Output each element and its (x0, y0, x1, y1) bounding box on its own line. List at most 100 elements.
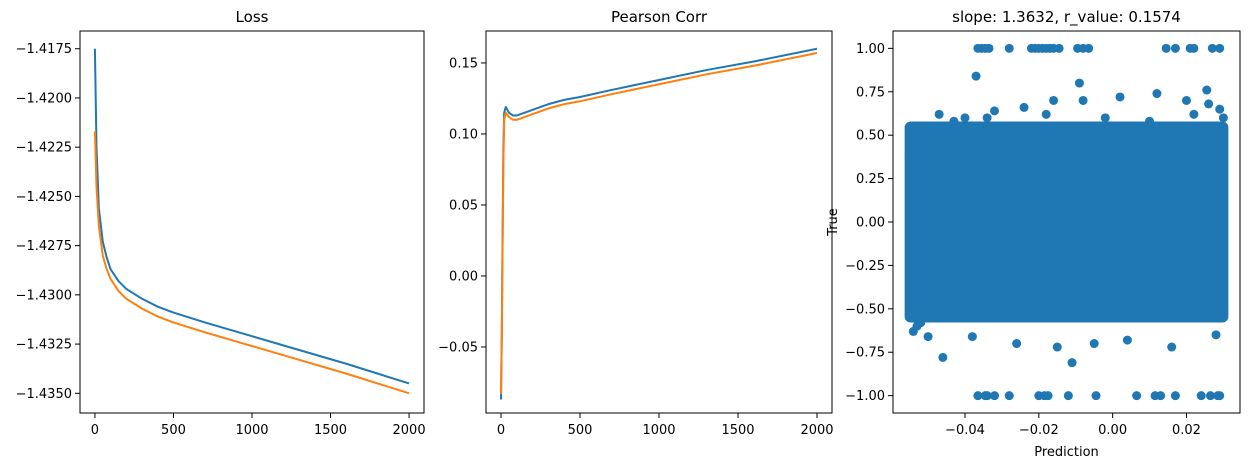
y-tick-label: 0.15 (449, 56, 478, 71)
scatter-point (949, 116, 959, 126)
y-tick-label: 0.00 (449, 269, 478, 284)
y-tick-label: 1.00 (856, 42, 885, 57)
scatter-point (1181, 95, 1191, 105)
y-tick-label: −1.4175 (16, 42, 72, 57)
scatter-point (1004, 391, 1014, 401)
x-tick-label: −0.02 (1019, 423, 1059, 438)
chart-title: Pearson Corr (611, 8, 708, 26)
scatter-point (982, 391, 992, 401)
x-tick-label: 0.02 (1172, 423, 1201, 438)
scatter-point (1122, 335, 1132, 345)
y-tick-label: −1.4275 (16, 239, 72, 254)
x-tick-label: 1500 (721, 423, 754, 438)
y-tick-label: −1.4325 (16, 338, 72, 353)
x-tick-label: 2000 (393, 423, 426, 438)
scatter-point (934, 109, 944, 119)
y-tick-label: −1.00 (845, 389, 885, 404)
scatter-point (1091, 391, 1101, 401)
scatter-point (1205, 391, 1215, 401)
scatter-point (923, 332, 933, 342)
y-tick-label: −1.4225 (16, 141, 72, 156)
scatter-point (1215, 391, 1225, 401)
scatter-point (1084, 43, 1094, 53)
y-axis-label: True (826, 208, 841, 237)
scatter-point (1145, 116, 1155, 126)
scatter-point (1004, 43, 1014, 53)
scatter-point (1189, 109, 1199, 119)
chart-title: Loss (236, 8, 269, 26)
axes-frame (485, 30, 833, 414)
scatter-point (1156, 391, 1166, 401)
scatter-point (1215, 43, 1225, 53)
subplot-3: −0.04 −0.02 0.00 0.02 −1.00 −0.75 −0.50 −0.25 0.… (826, 8, 1241, 460)
y-tick-label: 0.25 (856, 172, 885, 187)
y-tick-label: −0.05 (438, 340, 478, 355)
scatter-point (1167, 342, 1177, 352)
scatter-point (1215, 104, 1225, 114)
y-tick-label: −0.25 (845, 259, 885, 274)
y-tick-label: −1.4200 (16, 91, 72, 106)
series-line-2 (500, 52, 818, 394)
scatter-point (1089, 339, 1099, 349)
subplot-1: 0 500 1000 1500 2000 −1.4175 −1.4200 −1.4225 −1.… (16, 8, 426, 438)
x-tick-label: 1000 (642, 423, 675, 438)
x-tick-label: 0 (91, 423, 99, 438)
scatter-point (984, 43, 994, 53)
series-line-2 (93, 131, 410, 395)
scatter-point (1211, 330, 1221, 340)
scatter-point (1161, 43, 1171, 53)
series-line-1 (93, 48, 410, 385)
subplot-2: 0 500 1000 1500 2000 −0.05 0.00 0.05 0.10 0.15 Pea… (438, 8, 833, 438)
scatter-point (1054, 43, 1064, 53)
scatter-point (1049, 95, 1059, 105)
scatter-point (1204, 99, 1214, 109)
scatter-point (1152, 89, 1162, 99)
x-tick-label: 0.00 (1098, 423, 1127, 438)
x-tick-label: 1000 (235, 423, 268, 438)
scatter-point (1063, 391, 1073, 401)
scatter-point (960, 113, 970, 123)
scatter-point (982, 113, 992, 123)
scatter-dense-cloud (904, 121, 1229, 323)
x-tick-label: 500 (161, 423, 186, 438)
scatter-point (1043, 391, 1053, 401)
x-tick-label: 0 (497, 423, 505, 438)
scatter-point (1115, 92, 1125, 102)
series-line-1 (500, 47, 818, 400)
scatter-point (1074, 78, 1084, 88)
plot-area (904, 43, 1229, 401)
x-tick-label: 500 (568, 423, 593, 438)
scatter-point (1170, 391, 1180, 401)
scatter-point (1100, 113, 1110, 123)
y-tick-label: 0.05 (449, 198, 478, 213)
x-tick-label: 2000 (800, 423, 833, 438)
y-tick-label: 0.50 (856, 129, 885, 144)
x-tick-label: −0.04 (945, 423, 985, 438)
y-tick-label: −1.4300 (16, 288, 72, 303)
scatter-point (1207, 43, 1217, 53)
scatter-point (919, 130, 929, 140)
y-tick-label: −0.50 (845, 302, 885, 317)
x-axis-label: Prediction (1034, 445, 1099, 460)
y-tick-label: 0.75 (856, 85, 885, 100)
scatter-point (1078, 95, 1088, 105)
scatter-point (1012, 339, 1022, 349)
scatter-point (1019, 102, 1029, 112)
scatter-point (908, 148, 918, 158)
scatter-point (971, 71, 981, 81)
plot-area (500, 47, 818, 400)
scatter-point (1067, 358, 1077, 368)
scatter-point (942, 122, 952, 131)
scatter-point (967, 332, 977, 342)
scatter-point (1218, 113, 1228, 123)
scatter-point (912, 321, 922, 331)
y-tick-label: 0.10 (449, 127, 478, 142)
scatter-point (990, 106, 1000, 116)
scatter-point (990, 391, 1000, 401)
scatter-point (1196, 391, 1206, 401)
chart-title: slope: 1.3632, r_value: 0.1574 (952, 8, 1181, 27)
y-tick-label: −1.4350 (16, 387, 72, 402)
scatter-point (1052, 342, 1062, 352)
scatter-point (1170, 43, 1180, 53)
